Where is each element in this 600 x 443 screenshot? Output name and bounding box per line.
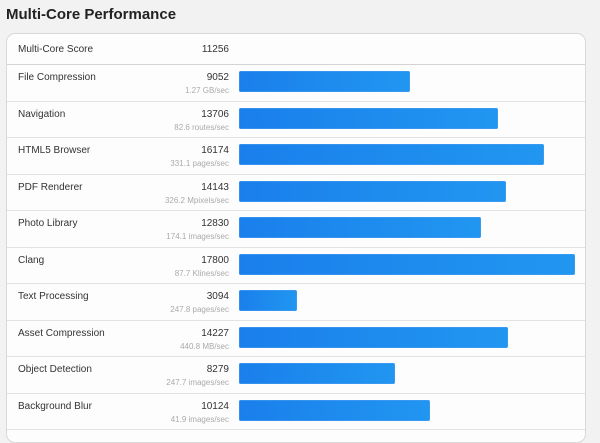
score-bar (239, 71, 410, 92)
row-rate: 174.1 images/sec (166, 232, 229, 241)
row-score: 8279 (206, 364, 229, 375)
page-title: Multi-Core Performance (6, 6, 177, 23)
row-rate: 1.27 GB/sec (184, 86, 229, 95)
row-label: Asset Compression (18, 327, 105, 339)
score-bar (239, 180, 506, 202)
row-label: Photo Library (18, 218, 78, 229)
row-rate: 247.7 images/sec (166, 378, 229, 387)
score-bar (239, 363, 396, 384)
benchmark-row: File Compression 9052 1.27 GB/sec (7, 65, 585, 102)
score-bar (239, 144, 545, 165)
benchmark-row: Text Processing 3094 247.8 pages/sec (7, 284, 585, 321)
benchmark-row: PDF Renderer 14143 326.2 Mpixels/sec (7, 175, 585, 211)
multi-core-score-row: Multi-Core Score 11256 (7, 34, 585, 65)
row-label: Navigation (18, 108, 66, 120)
row-score: 16174 (201, 145, 229, 156)
row-rate: 326.2 Mpixels/sec (164, 195, 229, 205)
score-bar (239, 399, 431, 421)
row-rate: 82.6 routes/sec (174, 122, 229, 132)
row-score: 13706 (201, 108, 229, 120)
row-label: Object Detection (18, 364, 92, 375)
row-score: 10124 (201, 400, 229, 412)
row-label: Text Processing (18, 291, 89, 302)
benchmark-card: Multi-Core Score 11256 File Compression … (6, 33, 586, 443)
row-rate: 247.8 pages/sec (170, 305, 229, 314)
row-rate: 331.1 pages/sec (170, 159, 229, 168)
benchmark-row: Background Blur 10124 41.9 images/sec (7, 394, 585, 430)
row-score: 9052 (206, 72, 229, 83)
row-score: 14143 (201, 181, 229, 193)
score-label: Multi-Core Score (18, 44, 94, 55)
row-label: PDF Renderer (18, 181, 83, 193)
row-label: File Compression (18, 72, 96, 83)
benchmark-row: Navigation 13706 82.6 routes/sec (7, 102, 585, 138)
score-bar (239, 326, 508, 348)
benchmark-row: HTML5 Browser 16174 331.1 pages/sec (7, 138, 585, 175)
score-value: 11256 (201, 44, 229, 55)
row-label: Clang (18, 254, 45, 266)
row-label: HTML5 Browser (18, 145, 91, 156)
row-score: 17800 (201, 254, 229, 266)
row-rate: 87.7 Klines/sec (174, 268, 229, 278)
row-score: 12830 (201, 218, 229, 229)
row-rate: 440.8 MB/sec (180, 341, 229, 351)
benchmark-row: Clang 17800 87.7 Klines/sec (7, 248, 585, 284)
score-bar (239, 290, 298, 311)
row-score: 3094 (206, 291, 229, 302)
score-bar (239, 253, 575, 275)
benchmark-row: Photo Library 12830 174.1 images/sec (7, 211, 585, 248)
benchmark-row: Asset Compression 14227 440.8 MB/sec (7, 321, 585, 357)
score-bar (239, 217, 482, 238)
benchmark-row: Object Detection 8279 247.7 images/sec (7, 357, 585, 394)
row-rate: 41.9 images/sec (170, 414, 229, 424)
row-label: Background Blur (18, 400, 92, 412)
score-bar (239, 107, 498, 129)
row-score: 14227 (201, 327, 229, 339)
